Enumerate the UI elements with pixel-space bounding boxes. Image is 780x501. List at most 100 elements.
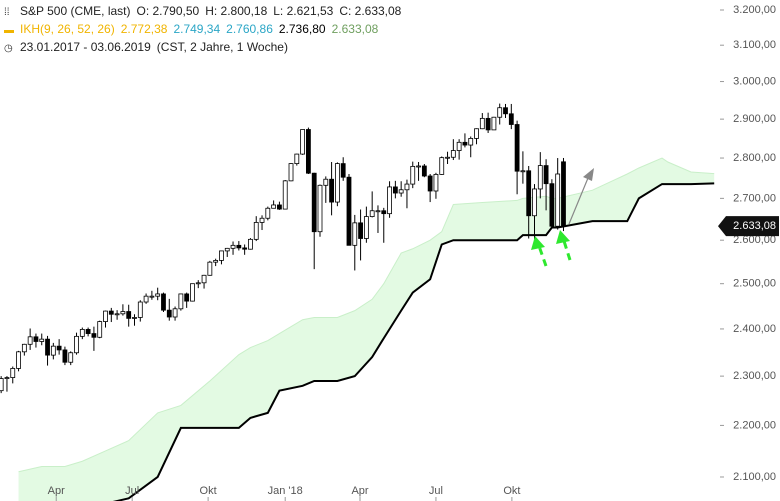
candle-body: [114, 313, 120, 316]
ohlc-label: O: 2.790,50: [136, 4, 200, 18]
candle-body: [108, 310, 114, 315]
y-tick-label: 2.500,00: [733, 278, 776, 290]
chart-header: ⁞⁞ S&P 500 (CME, last) O: 2.790,50 H: 2.800…: [4, 3, 413, 57]
candle-body: [230, 244, 236, 249]
instrument: S&P 500 (CME, last): [20, 4, 131, 18]
candle-body: [369, 210, 375, 217]
trend-arrow: [568, 177, 589, 225]
date-range: 23.01.2017 - 03.06.2019: [20, 40, 151, 54]
candle-body: [178, 293, 184, 310]
candle-body: [56, 345, 62, 351]
candle-body: [427, 175, 433, 192]
trend-arrowhead: [583, 168, 594, 181]
candle-body: [300, 129, 306, 155]
candle-body: [561, 161, 566, 227]
ikh-span-b: [112, 182, 715, 501]
candle-body: [132, 317, 137, 319]
indicator-value: 2.633,08: [331, 22, 379, 36]
candle-body: [485, 117, 491, 131]
candle-body: [282, 180, 288, 210]
candle-body: [410, 165, 416, 185]
candle-body: [213, 260, 219, 263]
indicator-value: 2.749,34: [173, 22, 221, 36]
candle-body: [103, 310, 108, 322]
candle-body: [39, 338, 45, 342]
y-tick-label: 2.700,00: [733, 192, 776, 204]
y-tick-label: 2.900,00: [733, 113, 776, 125]
ohlc-label: H: 2.800,18: [205, 4, 268, 18]
header-line: ⁞⁞ S&P 500 (CME, last) O: 2.790,50 H: 2.800…: [4, 3, 413, 21]
y-tick-label: 2.400,00: [733, 323, 776, 335]
candle-body: [137, 301, 143, 318]
last-price-tag: [718, 216, 779, 237]
candle-body: [85, 329, 91, 334]
candle-body: [172, 308, 178, 318]
candle-body: [201, 274, 207, 284]
y-tick-label: 2.800,00: [733, 152, 776, 164]
candle-body: [474, 128, 479, 139]
header-line: ▬ IKH(9, 26, 52, 26) 2.772,38 2.749,34 2.760…: [4, 21, 413, 39]
candle-body: [190, 283, 195, 302]
y-tick-label: 2.200,00: [733, 419, 776, 431]
candle-body: [74, 335, 79, 354]
candle-body: [253, 222, 259, 240]
candle-body: [404, 183, 410, 191]
candle-body: [271, 204, 277, 209]
candle-body: [387, 186, 392, 215]
candle-body: [398, 189, 404, 194]
candle-body: [352, 222, 358, 246]
candle-body: [468, 138, 474, 146]
candle-body: [166, 309, 172, 318]
y-tick-label: 3.200,00: [733, 4, 776, 16]
candle-body: [33, 336, 39, 342]
x-tick-label: Okt: [503, 485, 520, 497]
candle-body: [445, 156, 450, 159]
candle-body: [27, 336, 33, 345]
candle-body: [532, 188, 537, 217]
price-axis: 2.100,00 2.200,00 2.300,00 2.400,00 2.500,00…: [48, 4, 779, 501]
y-tick-label: 3.100,00: [733, 39, 776, 51]
signal-arrow: [537, 245, 548, 267]
candle-body: [555, 173, 561, 227]
candle-body: [161, 293, 166, 311]
candle-body: [363, 216, 369, 239]
candle-body: [288, 163, 294, 182]
candle-body: [323, 178, 329, 186]
x-tick-label: Jan '18: [268, 485, 303, 497]
candle-body: [184, 293, 190, 302]
indicator-values: 2.772,38 2.749,34 2.760,86 2.736,80 2.633,08: [121, 22, 385, 36]
candle-body: [549, 183, 555, 227]
indicator-value: 2.736,80: [278, 22, 326, 36]
candle-body: [50, 345, 56, 356]
candle-body: [392, 186, 398, 194]
candle-body: [126, 311, 132, 319]
candle-body: [450, 150, 456, 158]
candle-body: [0, 378, 4, 392]
candle-body: [479, 117, 485, 130]
candle-body: [514, 124, 520, 172]
signal-arrow: [562, 240, 572, 261]
signal-arrowhead: [556, 230, 570, 244]
candle-body: [311, 172, 317, 233]
candle-body: [224, 247, 230, 252]
indicator-value: 2.760,86: [226, 22, 273, 36]
x-tick-label: Apr: [48, 485, 65, 497]
candle-body: [306, 129, 311, 174]
candle-body: [149, 295, 155, 298]
candle-body: [520, 170, 526, 173]
candle-body: [456, 141, 462, 151]
candle-body: [334, 163, 340, 203]
indicator-name: IKH(9, 26, 52, 26): [20, 22, 115, 36]
indicator-value: 2.772,38: [120, 22, 168, 36]
y-tick-label: 2.300,00: [733, 370, 776, 382]
header-line: ◷ 23.01.2017 - 03.06.2019 (CST, 2 Jahre, 1…: [4, 40, 288, 54]
candle-body: [79, 329, 85, 337]
candle-body: [259, 217, 265, 223]
candle-body: [265, 207, 271, 219]
candle-body: [45, 338, 50, 356]
candle-body: [120, 311, 126, 315]
candle-body: [375, 210, 381, 213]
candle-body: [381, 210, 387, 215]
